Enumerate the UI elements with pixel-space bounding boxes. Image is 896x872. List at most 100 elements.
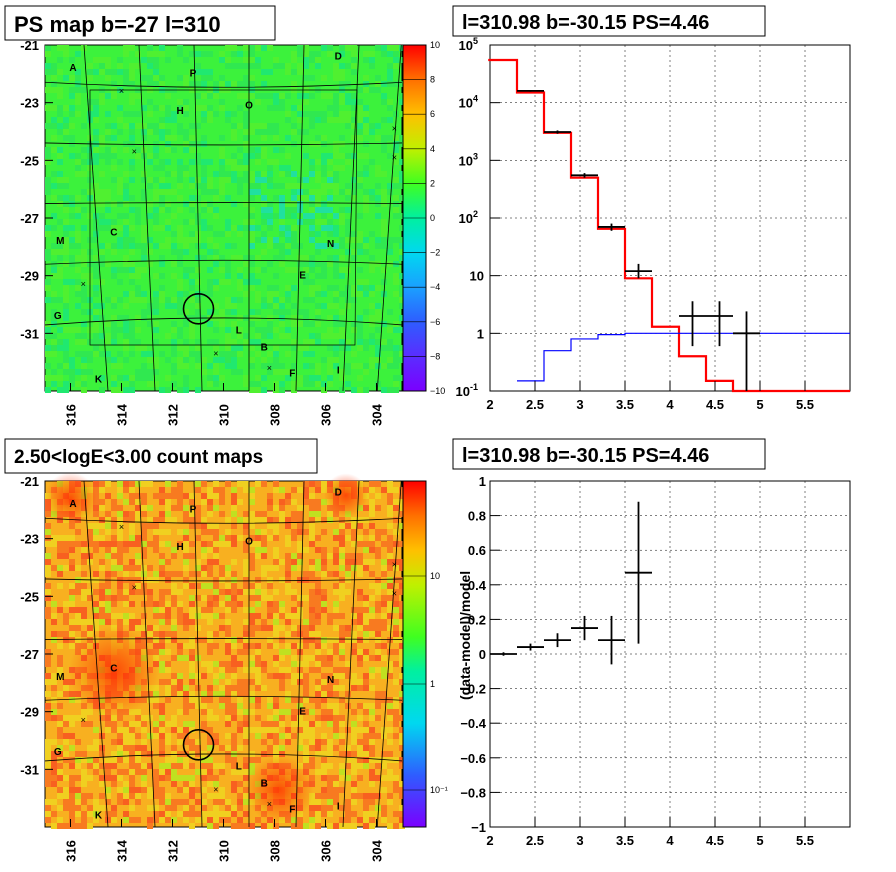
map-pixel [231,499,237,505]
map-pixel [129,249,135,255]
map-pixel [189,183,195,189]
map-pixel [369,823,375,829]
y-tick-label: 0.4 [468,578,487,593]
x-marker: × [132,583,137,593]
map-pixel [243,649,249,655]
map-pixel [387,577,393,583]
map-pixel [225,117,231,123]
map-pixel [201,769,207,775]
map-pixel [381,189,387,195]
map-pixel [321,201,327,207]
map-pixel [159,45,165,51]
map-pixel [171,817,177,823]
map-pixel [105,601,111,607]
map-pixel [345,237,351,243]
map-pixel [375,261,381,267]
map-pixel [75,799,81,805]
map-pixel [69,823,75,829]
map-pixel [159,817,165,823]
map-pixel [273,273,279,279]
map-pixel [63,387,69,393]
map-pixel [273,291,279,297]
map-pixel [117,565,123,571]
map-pixel [285,565,291,571]
map-pixel [327,721,333,727]
map-pixel [249,339,255,345]
map-pixel [267,637,273,643]
map-pixel [309,339,315,345]
map-pixel [195,303,201,309]
map-pixel [57,57,63,63]
map-pixel [351,643,357,649]
map-pixel [207,189,213,195]
map-pixel [189,739,195,745]
map-pixel [273,135,279,141]
map-pixel [129,625,135,631]
map-pixel [225,685,231,691]
map-pixel [309,565,315,571]
map-pixel [387,823,393,829]
map-pixel [369,595,375,601]
map-pixel [267,363,273,369]
map-pixel [363,279,369,285]
map-pixel [75,207,81,213]
map-pixel [129,165,135,171]
map-pixel [333,273,339,279]
map-pixel [327,661,333,667]
map-pixel [45,811,51,817]
map-pixel [105,135,111,141]
map-pixel [321,775,327,781]
map-pixel [243,721,249,727]
map-pixel [171,505,177,511]
map-pixel [75,757,81,763]
map-pixel [267,493,273,499]
map-pixel [333,303,339,309]
map-pixel [45,249,51,255]
map-pixel [273,57,279,63]
map-pixel [393,733,399,739]
map-pixel [57,171,63,177]
map-pixel [303,529,309,535]
map-pixel [255,327,261,333]
map-pixel [249,153,255,159]
map-pixel [327,799,333,805]
map-pixel [207,697,213,703]
map-pixel [399,297,405,303]
map-pixel [171,763,177,769]
map-pixel [165,559,171,565]
map-pixel [381,147,387,153]
map-pixel [339,369,345,375]
map-pixel [183,493,189,499]
map-pixel [315,793,321,799]
map-pixel [315,309,321,315]
map-pixel [159,225,165,231]
x-tick-label: 3.5 [616,397,634,412]
map-pixel [111,147,117,153]
map-pixel [363,201,369,207]
map-pixel [93,763,99,769]
map-pixel [201,291,207,297]
map-pixel [333,583,339,589]
map-pixel [273,105,279,111]
map-pixel [351,535,357,541]
map-pixel [159,189,165,195]
map-pixel [135,207,141,213]
map-pixel [123,817,129,823]
map-pixel [225,111,231,117]
map-pixel [303,75,309,81]
map-pixel [363,823,369,829]
map-pixel [243,159,249,165]
map-pixel [363,363,369,369]
map-pixel [321,655,327,661]
map-pixel [57,751,63,757]
map-pixel [261,93,267,99]
map-pixel [75,153,81,159]
source-label-n: N [327,675,334,686]
map-pixel [243,129,249,135]
map-pixel [165,105,171,111]
map-pixel [177,811,183,817]
y-tick-label: -29 [20,269,39,284]
map-pixel [345,345,351,351]
map-pixel [81,363,87,369]
map-pixel [237,165,243,171]
